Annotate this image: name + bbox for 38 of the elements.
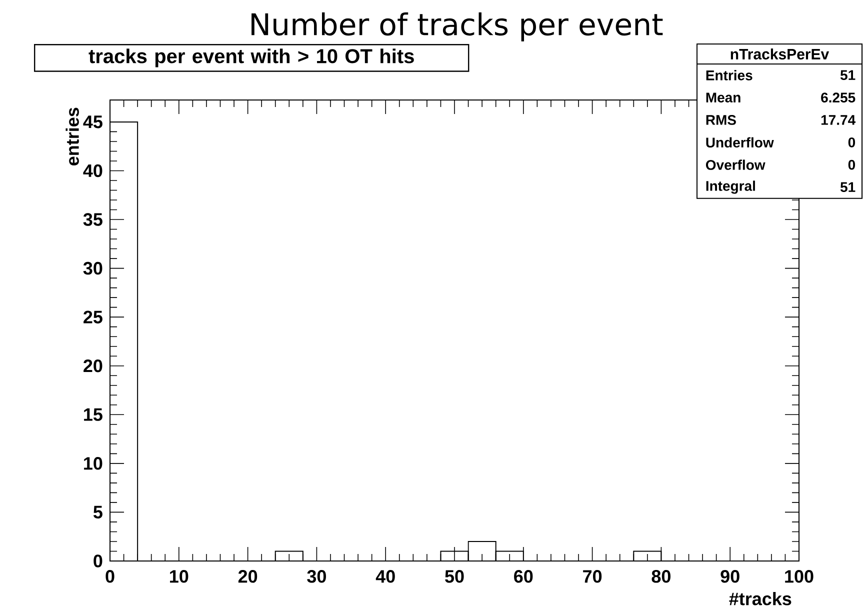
text: 0 <box>848 137 856 148</box>
text: 17.74 <box>821 115 856 125</box>
y-tick-label: 10 <box>84 457 102 470</box>
y-tick-label: 30 <box>83 262 102 275</box>
text: 6.255 <box>821 92 856 103</box>
x-tick-label: 70 <box>583 570 602 583</box>
y-tick-label: 45 <box>83 116 102 128</box>
x-tick-label: 30 <box>307 570 326 583</box>
x-tick-label: 20 <box>238 570 258 583</box>
y-tick-label: 5 <box>93 506 102 519</box>
y-tick-label: 15 <box>84 408 102 421</box>
y-axis-title: entries <box>66 108 79 166</box>
y-tick-label: 0 <box>94 554 102 568</box>
chart-title: Number of tracks per event <box>252 12 663 42</box>
x-tick-label: 0 <box>106 570 114 583</box>
annotation: Underflow <box>706 137 774 148</box>
annotation: RMS <box>706 115 736 125</box>
x-tick-label: 60 <box>514 570 533 583</box>
annotation: Overflow <box>706 160 766 170</box>
text: nTracksPerEv <box>730 48 830 60</box>
x-tick-label: 10 <box>170 570 188 583</box>
x-tick-label: 80 <box>652 570 670 583</box>
text: 51 <box>840 182 856 192</box>
y-tick-label: 40 <box>83 164 102 178</box>
text: 51 <box>840 70 856 80</box>
y-tick-label: 35 <box>83 213 102 226</box>
y-tick-label: 20 <box>84 360 102 372</box>
text: 0 <box>848 160 856 170</box>
chart-subtitle: tracks per event with > 10 OT hits <box>88 48 414 68</box>
x-axis-title: #tracks <box>729 592 792 606</box>
text: Entries <box>706 70 752 80</box>
x-tick-label: 100 <box>785 570 814 583</box>
x-tick-label: 50 <box>445 570 464 583</box>
annotation: Mean <box>706 92 740 102</box>
x-tick-label: 90 <box>720 570 740 583</box>
x-tick-label: 40 <box>376 570 395 583</box>
y-tick-label: 25 <box>84 310 102 324</box>
annotation: Integral <box>706 180 755 194</box>
